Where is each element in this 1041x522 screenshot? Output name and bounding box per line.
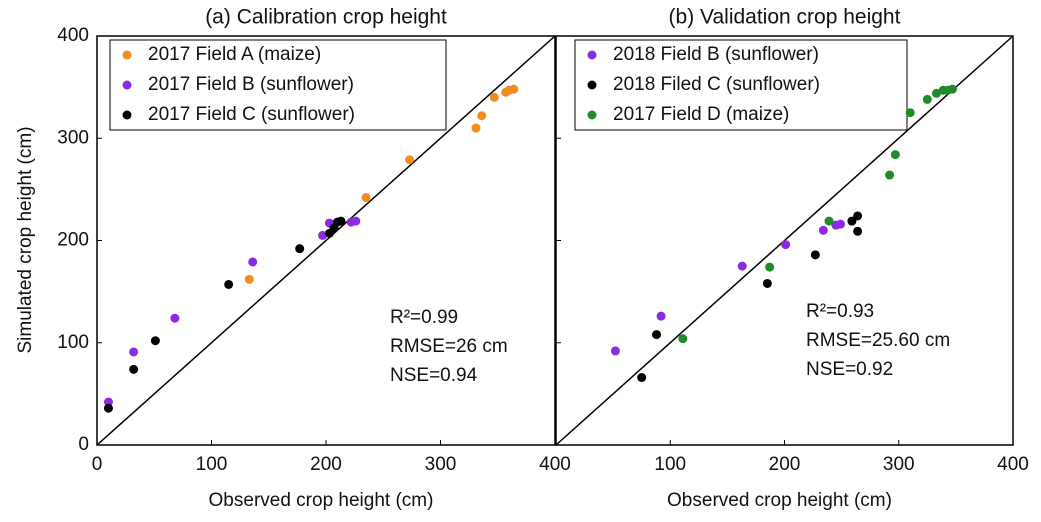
legend-marker [587, 50, 597, 60]
y-tick-label: 200 [57, 230, 89, 251]
legend-marker [587, 80, 597, 90]
point [885, 170, 895, 180]
point [509, 84, 519, 94]
x-tick-label: 300 [425, 454, 457, 475]
y-tick-label: 100 [57, 332, 89, 353]
point [947, 84, 957, 94]
annotation: RMSE=26 cm [390, 336, 508, 357]
x-tick-label: 100 [196, 454, 228, 475]
annotation: NSE=0.94 [390, 365, 478, 386]
x-tick-label: 0 [92, 454, 103, 475]
one-to-one-line [96, 35, 556, 446]
point [610, 346, 620, 356]
legend-label: 2017 Field C (sunflower) [148, 104, 355, 125]
legend-marker [122, 50, 132, 60]
point [295, 244, 305, 254]
point [129, 364, 139, 374]
point [765, 262, 775, 272]
point [351, 216, 361, 226]
panel-title: (b) Validation crop height [669, 6, 901, 29]
point [835, 219, 845, 229]
point [248, 257, 258, 267]
point [737, 261, 747, 271]
point [905, 108, 915, 118]
legend-box [109, 39, 447, 131]
point [890, 150, 900, 160]
point [471, 123, 481, 133]
annotation: R²=0.93 [806, 301, 874, 322]
legend-marker [122, 110, 132, 120]
point [853, 226, 863, 236]
point [762, 278, 772, 288]
y-axis-label: Simulated crop height (cm) [15, 126, 36, 353]
point [170, 313, 180, 323]
point [818, 225, 828, 235]
point [922, 94, 932, 104]
x-tick-label: 400 [997, 454, 1029, 475]
legend-marker [587, 110, 597, 120]
y-tick-label: 400 [57, 25, 89, 46]
legend-label: 2017 Field D (maize) [613, 104, 789, 125]
point [477, 111, 487, 121]
point [781, 240, 791, 250]
point [652, 330, 662, 340]
point [678, 334, 688, 344]
x-tick-label: 300 [883, 454, 915, 475]
legend-box [574, 39, 908, 131]
y-tick-label: 0 [78, 434, 89, 455]
point [224, 279, 234, 289]
y-tick-label: 300 [57, 127, 89, 148]
x-axis-label: Observed crop height (cm) [209, 490, 434, 511]
point [656, 311, 666, 321]
point [336, 216, 346, 226]
x-axis-label: Observed crop height (cm) [667, 490, 892, 511]
point [150, 336, 160, 346]
legend-label: 2017 Field B (sunflower) [148, 74, 354, 95]
legend-marker [122, 80, 132, 90]
x-tick-label: 400 [539, 454, 571, 475]
point [824, 216, 834, 226]
x-tick-label: 100 [654, 454, 686, 475]
legend-label: 2018 Filed C (sunflower) [613, 74, 820, 95]
x-tick-label: 200 [310, 454, 342, 475]
x-tick-label: 200 [769, 454, 801, 475]
point [361, 193, 371, 203]
annotation: NSE=0.92 [806, 359, 893, 380]
panel-title: (a) Calibration crop height [205, 6, 447, 29]
annotation: R²=0.99 [390, 307, 458, 328]
legend-label: 2017 Field A (maize) [148, 44, 321, 65]
annotation: RMSE=25.60 cm [806, 330, 950, 351]
point [931, 88, 941, 98]
point [129, 347, 139, 357]
legend-label: 2018 Field B (sunflower) [613, 44, 819, 65]
point [810, 250, 820, 260]
point [405, 155, 415, 165]
point [637, 373, 647, 383]
point [103, 403, 113, 413]
point [318, 230, 328, 240]
point [489, 92, 499, 102]
point [853, 211, 863, 221]
point [244, 274, 254, 284]
